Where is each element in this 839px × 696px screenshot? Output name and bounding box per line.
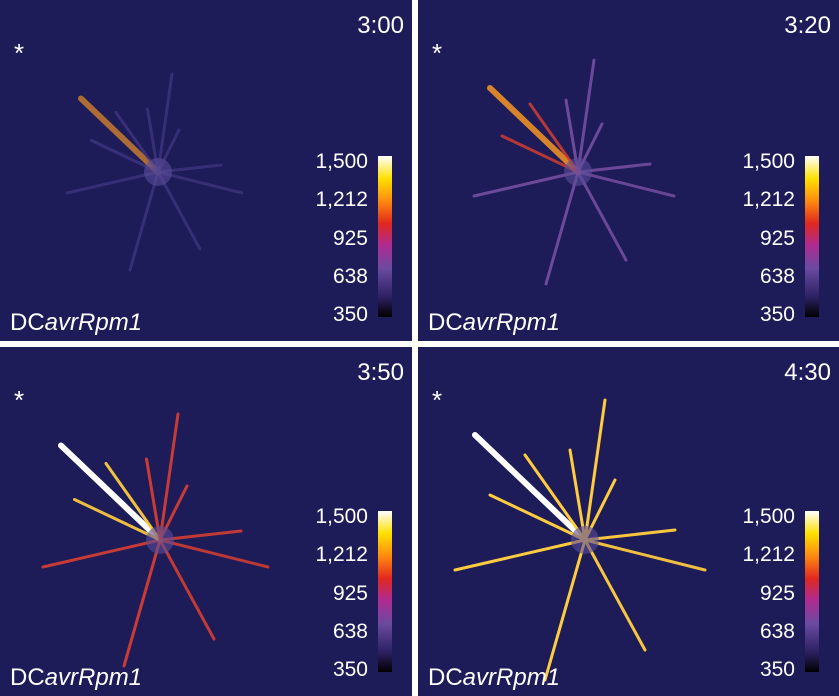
leaf-ray <box>583 538 707 572</box>
fluorescence-panel: 3:20 * DCavrRpm1 1,500 1,212 925 638 350 <box>418 0 839 341</box>
leaf-ray <box>156 170 244 195</box>
leaf-ray <box>500 134 580 174</box>
tick: 1,500 <box>742 150 795 173</box>
label-italic: avrRpm1 <box>44 664 143 691</box>
leaf-ray <box>544 170 580 286</box>
asterisk-marker: * <box>432 385 443 415</box>
leaf-ray <box>104 462 162 542</box>
fluorescence-panel: 4:30 * DCavrRpm1 1,500 1,212 925 638 350 <box>418 347 839 696</box>
label-plain: DC <box>428 309 463 336</box>
label-italic: avrRpm1 <box>462 664 561 691</box>
leaf-ray <box>583 398 607 542</box>
leaf-ray <box>41 538 162 569</box>
tick: 350 <box>759 303 795 326</box>
leaf-ray <box>488 493 587 542</box>
tick: 1,500 <box>315 505 368 528</box>
tick: 1,212 <box>742 543 795 567</box>
tick: 638 <box>332 619 368 643</box>
leaf-ray <box>73 498 162 542</box>
tick: 638 <box>332 264 368 288</box>
leaf-ray <box>158 538 270 569</box>
leaf-ray <box>158 412 180 542</box>
leaf-ray <box>122 538 162 668</box>
tick: 1,212 <box>742 188 795 212</box>
asterisk-marker: * <box>14 385 25 415</box>
rosette-center <box>146 526 174 554</box>
rosette-image <box>41 412 270 668</box>
leaf-ray <box>576 170 676 198</box>
tick: 350 <box>759 658 795 681</box>
fluorescence-panel: 3:00 * DCavrRpm1 1,500 1,212 925 638 350 <box>0 0 412 341</box>
colorbar <box>378 511 392 672</box>
rosette-image <box>472 58 676 286</box>
leaf-ray <box>568 448 587 542</box>
tick: 1,500 <box>742 505 795 528</box>
rosette-center <box>144 158 172 186</box>
leaf-ray <box>583 528 677 542</box>
leaf-ray <box>58 442 163 543</box>
label-italic: avrRpm1 <box>44 309 143 336</box>
leaf-ray <box>65 170 160 195</box>
tick: 1,212 <box>315 188 368 212</box>
leaf-ray <box>523 453 587 542</box>
colorbar <box>378 156 392 317</box>
leaf-ray <box>583 538 647 652</box>
leaf-ray <box>158 538 216 641</box>
timestamp: 3:20 <box>784 12 831 39</box>
tick: 638 <box>759 619 795 643</box>
asterisk-marker: * <box>432 38 443 68</box>
genotype-label: DCavrRpm1 <box>428 309 560 337</box>
timestamp: 3:50 <box>357 359 404 386</box>
rosette-image <box>453 398 707 682</box>
tick: 638 <box>759 264 795 288</box>
leaf-ray <box>576 58 596 174</box>
leaf-ray <box>128 170 160 272</box>
leaf-ray <box>156 72 174 174</box>
genotype-label: DCavrRpm1 <box>428 664 560 692</box>
leaf-ray <box>78 95 161 175</box>
label-plain: DC <box>428 664 463 691</box>
label-italic: avrRpm1 <box>462 309 561 336</box>
leaf-ray <box>487 85 581 175</box>
rosette-image <box>65 72 244 272</box>
tick: 1,500 <box>315 150 368 173</box>
tick: 925 <box>759 581 795 605</box>
tick: 925 <box>759 226 795 250</box>
leaf-ray <box>472 432 588 543</box>
leaf-ray <box>453 538 587 572</box>
colorbar-ticks: 1,500 1,212 925 638 350 <box>315 505 368 682</box>
tick: 350 <box>332 303 368 326</box>
rosette-center <box>564 158 592 186</box>
colorbar <box>805 156 819 317</box>
leaf-ray <box>543 538 587 682</box>
tick: 925 <box>332 581 368 605</box>
label-plain: DC <box>10 309 45 336</box>
label-plain: DC <box>10 664 45 691</box>
rosette-center <box>571 526 599 554</box>
fluorescence-panel: 3:50 * DCavrRpm1 1,500 1,212 925 638 350 <box>0 347 412 696</box>
timestamp: 3:00 <box>357 12 404 39</box>
tick: 350 <box>332 658 368 681</box>
tick: 1,212 <box>315 543 368 567</box>
leaf-ray <box>472 170 580 198</box>
colorbar-ticks: 1,500 1,212 925 638 350 <box>315 150 368 327</box>
tick: 925 <box>332 226 368 250</box>
colorbar <box>805 511 819 672</box>
leaf-ray <box>576 170 628 262</box>
colorbar-ticks: 1,500 1,212 925 638 350 <box>742 505 795 682</box>
leaf-ray <box>156 170 202 251</box>
asterisk-marker: * <box>14 38 25 68</box>
genotype-label: DCavrRpm1 <box>10 309 142 337</box>
colorbar-ticks: 1,500 1,212 925 638 350 <box>742 150 795 327</box>
genotype-label: DCavrRpm1 <box>10 664 142 692</box>
timestamp: 4:30 <box>784 359 831 386</box>
